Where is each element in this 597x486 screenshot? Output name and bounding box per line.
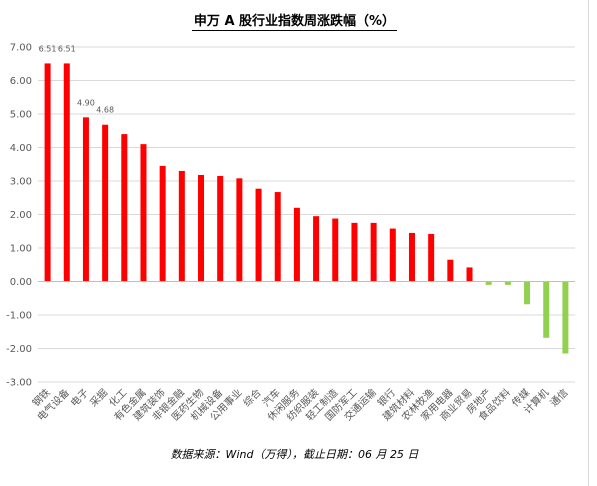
bar-采掘 [102,124,109,282]
bar-国防军工 [351,222,358,282]
category-label: 综合 [240,386,263,409]
y-tick-label: 4.00 [10,143,32,154]
bar-交通运输 [370,222,377,282]
category-label: 电子 [68,386,91,409]
y-tick-label: 2.00 [10,210,32,221]
bar-有色金属 [140,144,147,282]
bar-机械设备 [217,175,224,282]
y-tick-label: -2.00 [6,344,32,355]
bar-钢铁 [44,63,51,282]
category-label: 采掘 [87,386,110,409]
bar-轻工制造 [332,218,339,282]
y-tick-label: 5.00 [10,110,32,121]
y-tick-label: -3.00 [6,378,32,389]
data-label: 4.68 [96,106,114,115]
bar-计算机 [543,281,550,338]
bar-银行 [389,228,396,282]
chart-title-text: 申万 A 股行业指数周涨跌幅（%） [191,14,398,31]
bar-房地产 [485,281,492,285]
y-tick-label: 1.00 [10,244,32,255]
bar-建筑装饰 [159,165,166,282]
bar-医药生物 [198,174,205,282]
data-label: 4.90 [77,98,95,107]
bar-商业贸易 [466,267,473,282]
bar-非银金融 [178,170,185,282]
bar-汽车 [274,192,281,282]
bar-化工 [121,134,128,282]
bar-农林牧渔 [428,233,435,282]
y-tick-label: -1.00 [6,311,32,322]
y-tick-label: 0.00 [10,277,32,288]
bar-食品饮料 [504,281,511,285]
data-label: 6.51 [58,44,76,53]
chart-title: 申万 A 股行业指数周涨跌幅（%） [0,10,589,31]
bar-综合 [255,188,262,282]
bar-建筑材料 [408,232,415,282]
bar-传媒 [524,281,531,305]
bar-chart: 7.00 6.00 5.00 4.00 3.00 2.00 1.00 0.00 -1.00 -2.… [6,43,575,423]
bar-公用事业 [236,178,243,282]
y-tick-label: 6.00 [10,76,32,87]
category-label: 通信 [548,387,571,410]
bar-纺织服装 [313,216,320,282]
bar-通信 [562,281,569,354]
data-label: 6.51 [39,44,57,53]
bar-休闲服务 [293,207,300,282]
y-tick-label: 7.00 [10,43,32,54]
bar-电气设备 [63,63,70,282]
bar-电子 [82,117,89,282]
y-tick-label: 3.00 [10,177,32,188]
source-note: 数据来源：Wind（万得），截止日期：06 月 25 日 [170,448,419,461]
bar-家用电器 [447,259,454,282]
